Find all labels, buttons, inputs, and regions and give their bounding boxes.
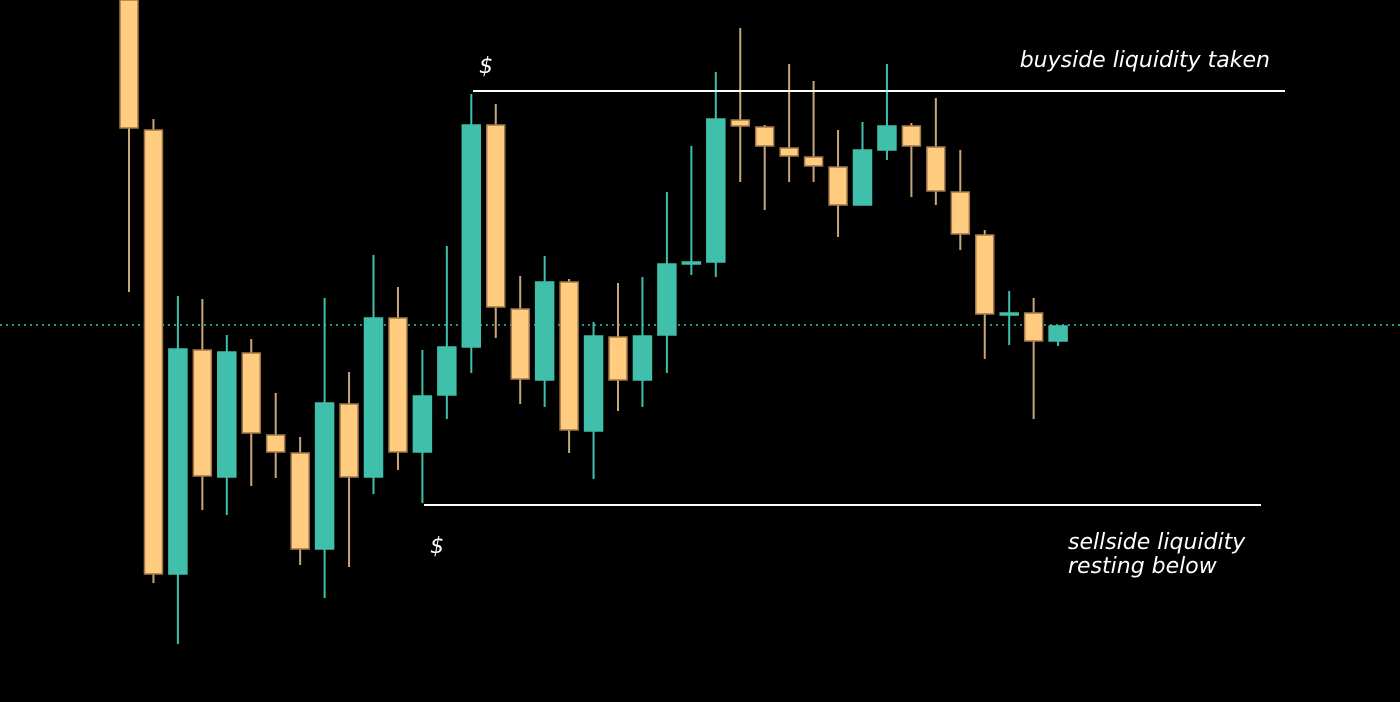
liquidity-label: sellside liquidity bbox=[1068, 530, 1246, 555]
candle-body bbox=[143, 129, 164, 575]
candle-body bbox=[950, 191, 971, 235]
candle-body bbox=[999, 312, 1019, 316]
candle-body bbox=[779, 147, 799, 157]
candle-body bbox=[192, 349, 213, 477]
candle-body bbox=[510, 308, 530, 380]
candle-body bbox=[730, 119, 750, 127]
candle-body bbox=[828, 166, 848, 206]
candle-body bbox=[632, 335, 653, 381]
candle-body bbox=[926, 146, 946, 192]
candle-body bbox=[706, 118, 726, 263]
candle-body bbox=[217, 351, 237, 478]
candle-body bbox=[657, 263, 677, 336]
candle-body bbox=[852, 149, 873, 206]
candle-body bbox=[803, 156, 824, 167]
candle-body bbox=[608, 336, 628, 381]
candle-body bbox=[486, 124, 506, 308]
candle-body bbox=[754, 126, 775, 147]
candle-body bbox=[1048, 325, 1068, 342]
dollar-marker: $ bbox=[479, 54, 493, 79]
candle-body bbox=[975, 234, 995, 315]
candle-body bbox=[265, 434, 286, 453]
candle-body bbox=[559, 281, 579, 431]
candle-body bbox=[901, 125, 922, 147]
candle-body bbox=[168, 348, 188, 575]
liquidity-label: buyside liquidity taken bbox=[1020, 48, 1270, 73]
dollar-marker: $ bbox=[430, 534, 444, 559]
candle-body bbox=[388, 317, 408, 453]
candle-body bbox=[681, 261, 702, 265]
candle-body bbox=[241, 352, 261, 434]
candle-body bbox=[877, 125, 897, 151]
candle-body bbox=[437, 346, 457, 396]
candle-body bbox=[363, 317, 384, 478]
candle-body bbox=[1023, 312, 1044, 342]
candle-body bbox=[290, 452, 310, 550]
candle-body bbox=[314, 402, 335, 550]
candle-body bbox=[534, 281, 555, 381]
candle-body bbox=[461, 124, 482, 348]
candle-body bbox=[119, 0, 139, 129]
liquidity-label: resting below bbox=[1068, 554, 1218, 579]
candle-body bbox=[583, 335, 604, 432]
candle-body bbox=[412, 395, 433, 453]
candle-body bbox=[339, 403, 359, 478]
